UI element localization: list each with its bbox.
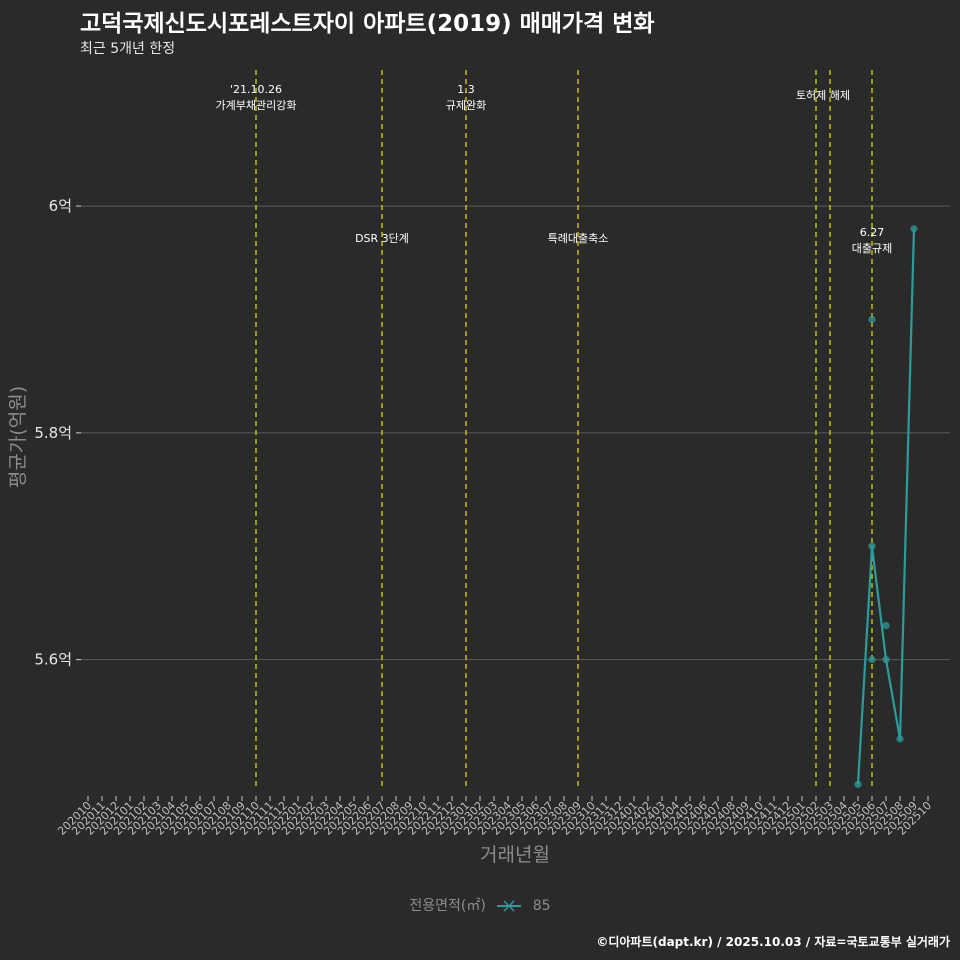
y-gridlines xyxy=(78,205,950,661)
event-label: 토허제 해제 xyxy=(796,88,850,102)
data-point xyxy=(882,621,890,630)
data-point xyxy=(896,735,904,743)
x-axis: 2020102020112020122021012021022021032021… xyxy=(55,796,934,838)
chart-subtitle: 최근 5개년 한정 xyxy=(80,41,176,57)
legend-item-label: 85 xyxy=(532,898,551,914)
event-label: 규제완화 xyxy=(446,99,486,112)
data-point xyxy=(868,542,876,550)
event-label: 대출규제 xyxy=(852,242,892,255)
source-caption: ©디아파트(dapt.kr) / 2025.10.03 / 자료=국토교통부 실… xyxy=(596,935,950,949)
series-layer xyxy=(854,225,918,788)
event-label: 가계부채관리강화 xyxy=(216,99,297,112)
event-label: DSR 3단계 xyxy=(355,232,409,245)
x-axis-title: 거래년월 xyxy=(480,844,550,866)
legend: 전용면적(㎡) 85 xyxy=(0,895,960,915)
event-label: 1.3 xyxy=(457,83,475,96)
y-axis-title: 평균가(억원) xyxy=(7,386,29,488)
data-point xyxy=(854,780,862,788)
y-axis: 5.6억 5.8억 6억 xyxy=(34,197,81,669)
y-tick-label: 5.8억 xyxy=(34,424,72,442)
y-tick-label: 6억 xyxy=(49,197,72,215)
event-label: '21.10.26 xyxy=(230,83,282,96)
legend-swatch-icon xyxy=(497,900,522,912)
event-label: 특례대출축소 xyxy=(548,232,609,245)
data-point xyxy=(882,656,890,664)
data-point xyxy=(910,225,918,233)
data-point xyxy=(868,315,876,324)
y-tick-label: 5.6억 xyxy=(34,651,72,669)
series-line-85 xyxy=(856,228,916,785)
data-point xyxy=(868,656,876,664)
event-label: 6.27 xyxy=(860,226,885,239)
legend-title: 전용면적(㎡) xyxy=(409,898,486,914)
chart-title: 고덕국제신도시포레스트자이 아파트(2019) 매매가격 변화 xyxy=(80,11,655,37)
